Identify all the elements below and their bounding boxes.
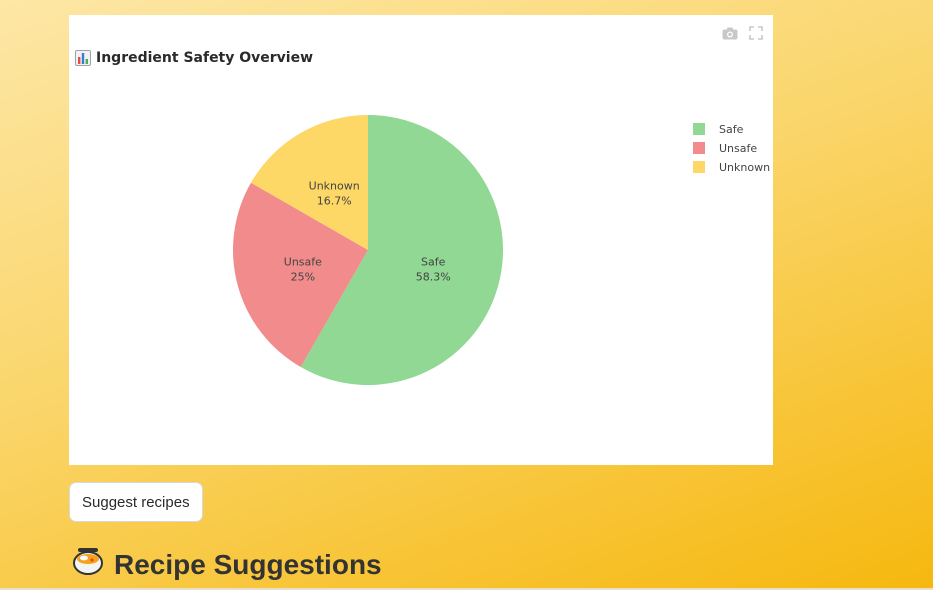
legend-item-unknown[interactable]: Unknown	[693, 160, 770, 174]
pie-slice-safe[interactable]	[300, 115, 504, 385]
pie-chart: Safe 58.3% Unsafe 25% Unknown 16.7%	[233, 115, 504, 385]
curry-bowl-icon	[72, 546, 104, 583]
pie-percent-unsafe: 25%	[291, 271, 315, 284]
legend-item-safe[interactable]: Safe	[693, 122, 770, 136]
legend-label: Safe	[719, 122, 744, 136]
pie-label-unknown: Unknown	[309, 180, 360, 193]
fullscreen-icon[interactable]	[747, 25, 765, 41]
pie-slice-unknown[interactable]	[250, 115, 368, 250]
legend-item-unsafe[interactable]: Unsafe	[693, 141, 770, 155]
chart-toolbar	[721, 25, 765, 41]
recipe-suggestions-title: Recipe Suggestions	[114, 548, 382, 580]
bar-chart-icon	[75, 50, 91, 66]
suggest-recipes-button[interactable]: Suggest recipes	[69, 482, 203, 522]
pie-percent-safe: 58.3%	[416, 270, 451, 283]
recipe-suggestions-heading: Recipe Suggestions	[72, 546, 382, 583]
chart-title: Ingredient Safety Overview	[75, 50, 313, 66]
legend-swatch	[693, 123, 705, 135]
pie-slice-unsafe[interactable]	[233, 182, 368, 368]
legend-label: Unknown	[719, 160, 771, 174]
chart-legend: Safe Unsafe Unknown	[693, 122, 770, 174]
pie-label-safe: Safe	[421, 255, 446, 268]
legend-label: Unsafe	[719, 141, 758, 155]
divider	[0, 588, 933, 590]
legend-swatch	[693, 161, 705, 173]
chart-title-text: Ingredient Safety Overview	[96, 50, 314, 66]
pie-label-unsafe: Unsafe	[284, 256, 322, 269]
pie-percent-unknown: 16.7%	[317, 195, 352, 208]
legend-swatch	[693, 142, 705, 154]
camera-icon[interactable]	[721, 25, 739, 41]
chart-card: Ingredient Safety Overview Safe 58.3% Unsa…	[69, 15, 773, 465]
